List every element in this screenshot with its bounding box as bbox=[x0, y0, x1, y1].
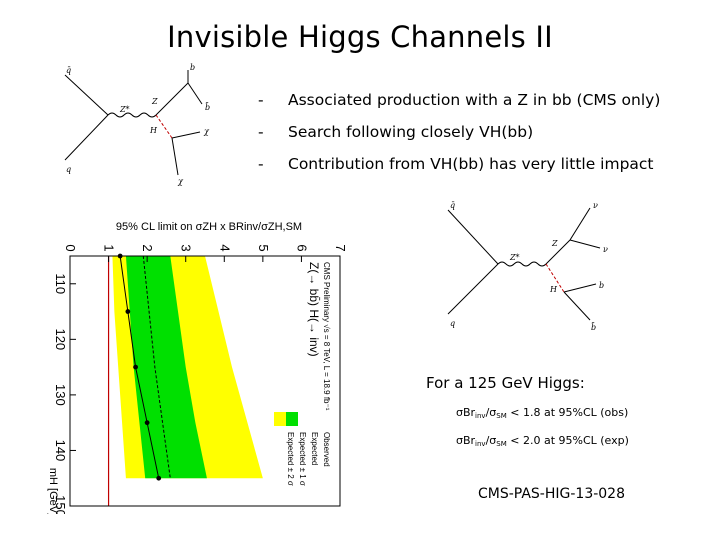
value-tick-label: 5 bbox=[256, 244, 271, 251]
legend-swatch-1sigma bbox=[286, 412, 298, 426]
label-chi-1: χ bbox=[203, 127, 210, 136]
label-h: H bbox=[149, 126, 158, 135]
legend-swatch-2sigma bbox=[274, 412, 286, 426]
value-tick-label: 4 bbox=[217, 244, 232, 251]
value-tick-label: 6 bbox=[294, 244, 309, 251]
label-q: q bbox=[450, 319, 455, 328]
observed-point bbox=[144, 420, 150, 426]
channel-label: Z(→ bb̄) H(→ inv) bbox=[307, 262, 321, 357]
label-zstar: Z* bbox=[509, 253, 520, 262]
label-qbar: q̄ bbox=[66, 66, 71, 75]
label-nu: ν bbox=[593, 201, 598, 210]
legend-label: Expected ± 2 σ bbox=[286, 432, 295, 486]
limit-plot-svg: 0 1 2 3 4 5 6 7 110 120 130 140 150 95% CL limit on σ… bbox=[47, 221, 348, 517]
value-tick-label: 2 bbox=[140, 244, 155, 251]
bullet-marker: - bbox=[258, 155, 264, 173]
mass-tick-label: 120 bbox=[53, 328, 68, 350]
label-z: Z bbox=[551, 239, 558, 248]
value-tick-label: 1 bbox=[102, 244, 117, 251]
label-zstar: Z* bbox=[119, 105, 130, 114]
legend-label: Expected bbox=[310, 432, 319, 465]
cms-label: CMS Preliminary √s = 8 TeV, L = 18.9 fb⁻… bbox=[322, 262, 331, 411]
value-tick-label: 0 bbox=[63, 244, 78, 251]
label-bbar: b̄ bbox=[205, 102, 210, 112]
higgs-heading: For a 125 GeV Higgs: bbox=[426, 374, 585, 392]
label-bbar: b̄ bbox=[591, 322, 596, 332]
label-q: q bbox=[66, 165, 71, 174]
higgs-result-box: For a 125 GeV Higgs: σBrinv/σSM < 1.8 at… bbox=[426, 374, 686, 448]
label-b: b bbox=[190, 63, 195, 72]
label-nu-2: ν bbox=[603, 245, 608, 254]
mass-tick-label: 150 bbox=[53, 495, 68, 514]
legend-label: Expected ± 1 σ bbox=[298, 432, 307, 486]
label-chi-2: χ bbox=[177, 177, 184, 186]
observed-point bbox=[133, 364, 138, 370]
mass-tick-label: 110 bbox=[53, 273, 68, 294]
bullet-list: - Associated production with a Z in bb (C… bbox=[258, 84, 718, 180]
bullet-item: - Associated production with a Z in bb (C… bbox=[258, 84, 718, 116]
result-expected: σBrinv/σSM < 2.0 at 95%CL (exp) bbox=[456, 434, 629, 448]
mass-tick-label: 130 bbox=[53, 384, 68, 406]
label-z: Z bbox=[151, 97, 158, 106]
feynman-diagram-zh-bb: q̄ q Z* Z H b b̄ χ χ bbox=[64, 63, 210, 186]
paper-reference: CMS-PAS-HIG-13-028 bbox=[478, 486, 625, 502]
slide-title: Invisible Higgs Channels II bbox=[167, 20, 553, 54]
result-observed: σBrinv/σSM < 1.8 at 95%CL (obs) bbox=[456, 406, 629, 420]
observed-point bbox=[156, 475, 162, 481]
label-h: H bbox=[549, 285, 558, 294]
bullet-item: - Search following closely VH(bb) bbox=[258, 116, 718, 148]
x-axis-label: mH [GeV] bbox=[47, 468, 59, 514]
mass-tick-label: 140 bbox=[53, 440, 68, 462]
plot-frame bbox=[69, 255, 341, 507]
bullet-item: - Contribution from VH(bb) has very littl… bbox=[258, 148, 718, 180]
label-b: b bbox=[599, 281, 604, 290]
bullet-marker: - bbox=[258, 123, 264, 141]
bullet-marker: - bbox=[258, 91, 264, 109]
legend-label: Observed bbox=[322, 432, 331, 467]
label-qbar: q̄ bbox=[450, 201, 455, 210]
value-tick-label: 3 bbox=[179, 244, 194, 251]
value-tick-label: 7 bbox=[333, 244, 348, 251]
plot-title: 95% CL limit on σZH x BRinv/σZH,SM bbox=[116, 221, 302, 233]
feynman-diagram-zh-nunu: q̄ q Z* Z H ν ν b b̄ bbox=[447, 201, 608, 332]
observed-point bbox=[125, 309, 131, 314]
expected-line bbox=[142, 255, 171, 479]
limit-plot: 0 1 2 3 4 5 6 7 110 120 130 140 150 95% CL limit on σ… bbox=[38, 212, 350, 517]
